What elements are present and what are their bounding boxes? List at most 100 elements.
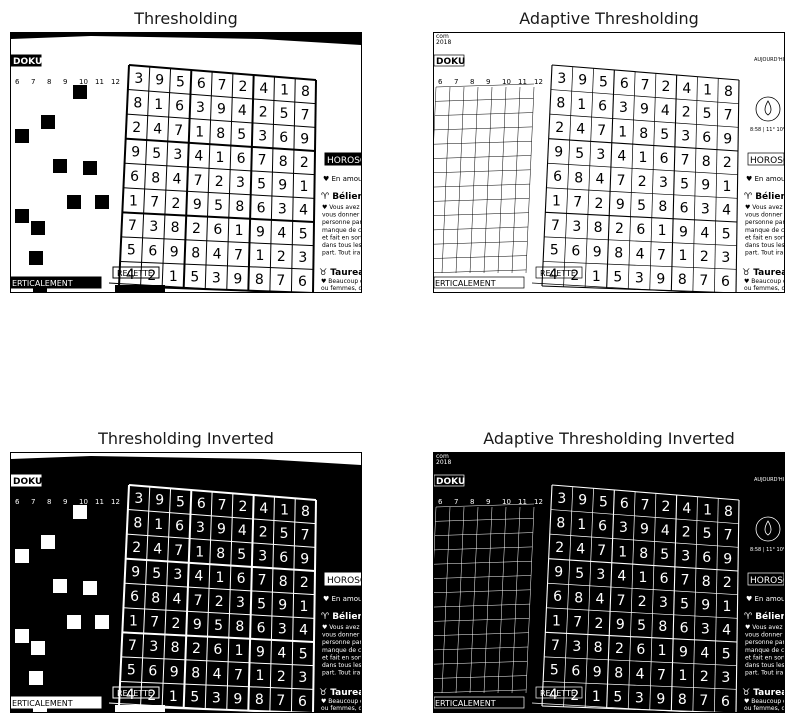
sudoku-digit: 5: [280, 526, 289, 542]
sudoku-digit: 3: [701, 621, 710, 637]
column-number: 12: [111, 78, 120, 86]
black-puzzle-square: [67, 195, 81, 209]
sudoku-digit: 6: [130, 589, 139, 605]
sudoku-digit: 8: [216, 126, 225, 142]
sudoku-digit: 8: [639, 546, 648, 562]
sudoku-digit: 3: [659, 595, 668, 611]
recette-box: [112, 686, 160, 699]
black-puzzle-square: [95, 195, 109, 209]
sudoku-digit: 5: [637, 618, 646, 634]
sudoku-digit: 9: [593, 244, 602, 260]
column-number: 7: [454, 78, 458, 86]
sudoku-digit: 7: [699, 693, 708, 709]
grid-line: [126, 533, 316, 548]
panel-thresholding: DOKU 6 7 8 9 10 11 12 3 9 5 6 7 2 4 1 8 8 1 6 3 9 4 2 5 7 2 4 7 1 8 5 3 6…: [10, 32, 362, 293]
grid-line: [120, 260, 314, 270]
sudoku-digit: 4: [213, 246, 222, 262]
sudoku-digit: 6: [279, 550, 288, 566]
taureau-heading: ♉ Taureau: [319, 688, 361, 698]
sudoku-digit: 9: [256, 224, 265, 240]
vertical-label-text: ERTICALEMENT: [12, 699, 73, 708]
drop-icon: [755, 516, 781, 542]
bottom-rule: [108, 702, 273, 712]
sudoku-digit: 9: [300, 551, 309, 567]
drop-icon: [755, 96, 781, 122]
sudoku-digit: 4: [682, 81, 691, 97]
sudoku-digit: 2: [147, 688, 156, 704]
sudoku-digit: 2: [595, 616, 604, 632]
sudoku-digit: 9: [616, 617, 625, 633]
grid-line: [204, 491, 213, 710]
sudoku-digit: 9: [616, 197, 625, 213]
sudoku-digit: 5: [575, 566, 584, 582]
sudoku-digit: 1: [216, 150, 225, 166]
sudoku-digit: 6: [175, 99, 184, 115]
vertical-label-text: ERTICALEMENT: [12, 279, 73, 288]
taureau-text-line: ♥ Beaucoup de T: [321, 698, 361, 705]
sudoku-digit: 1: [592, 269, 601, 285]
sudoku-digit: 5: [214, 198, 223, 214]
sudoku-digit: 7: [617, 593, 626, 609]
sudoku-digit: 6: [148, 664, 157, 680]
sudoku-digit: 8: [171, 640, 180, 656]
sudoku-digit: 4: [722, 623, 731, 639]
sudoku-digit: 1: [552, 614, 561, 630]
sudoku-digit: 2: [300, 575, 309, 591]
horoscope-tab: [747, 572, 784, 586]
sudoku-digit: 6: [553, 589, 562, 605]
grid-line: [541, 484, 553, 707]
sudoku-digit: 5: [660, 547, 669, 563]
sudoku-digit: 2: [723, 155, 732, 171]
sudoku-digit: 2: [277, 669, 286, 685]
sudoku-digit: 7: [301, 108, 310, 124]
sudoku-digit: 7: [724, 528, 733, 544]
sudoku-digit: 7: [194, 593, 203, 609]
horoscope-text-line: et fait en sorte q: [322, 654, 361, 661]
grid-line: [735, 499, 740, 712]
top-shadow-band: [11, 453, 361, 465]
sudoku-digit: 6: [197, 76, 206, 92]
sudoku-digit: 2: [700, 669, 709, 685]
sudoku-digit: 8: [301, 84, 310, 100]
sudoku-digit: 8: [279, 154, 288, 170]
belier-heading: ♈ Bélier: [744, 191, 784, 202]
sudoku-digit: 1: [592, 689, 601, 705]
sudoku-digit: 8: [594, 640, 603, 656]
sudoku-digit: 5: [599, 494, 608, 510]
horoscope-tab-text: HOROSC: [327, 576, 361, 586]
horoscope-text-line: part. Tout ira mi: [322, 670, 361, 677]
grid-line: [290, 498, 296, 712]
grid-line: [544, 656, 737, 667]
sudoku-digit: 1: [216, 570, 225, 586]
sudoku-digit: 4: [259, 81, 268, 97]
sudoku-digit: 1: [129, 614, 138, 630]
sudoku-digit: 7: [573, 195, 582, 211]
grid-line: [670, 494, 678, 711]
panel-title-adaptive-thresholding-inverted: Adaptive Thresholding Inverted: [483, 429, 735, 448]
sudoku-digit: 4: [213, 666, 222, 682]
vertical-label-bar: [434, 696, 525, 709]
sudoku-digit: 8: [702, 154, 711, 170]
sudoku-digit: 2: [555, 540, 564, 556]
sudoku-digit: 5: [257, 176, 266, 192]
sudoku-digit: 2: [570, 688, 579, 704]
column-number: 8: [47, 78, 51, 86]
sudoku-digit: 7: [276, 273, 285, 289]
sudoku-digit: 1: [639, 150, 648, 166]
sudoku-digit: 3: [557, 71, 566, 87]
sudoku-digit: 7: [573, 615, 582, 631]
sudoku-digit: 8: [658, 199, 667, 215]
column-number: 6: [15, 78, 20, 86]
sudoku-digit: 9: [217, 102, 226, 118]
column-number: 10: [79, 498, 88, 506]
sudoku-digit: 3: [619, 100, 628, 116]
sudoku-digit: 5: [152, 566, 161, 582]
black-puzzle-square: [95, 615, 109, 629]
sudoku-digit: 5: [280, 106, 289, 122]
sudoku-digit: 5: [637, 198, 646, 214]
grid-line: [547, 582, 738, 596]
column-number: 12: [534, 498, 543, 506]
grid-line: [118, 484, 130, 707]
